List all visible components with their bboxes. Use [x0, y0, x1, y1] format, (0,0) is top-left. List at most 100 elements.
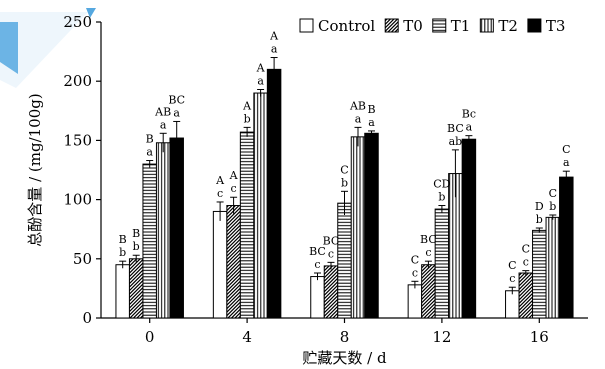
- legend-label-control: Control: [318, 17, 375, 35]
- lower-sig-label: a: [355, 112, 362, 125]
- bar-t0-day-8: [323, 265, 339, 319]
- bar-t3-day-12: [461, 138, 477, 319]
- upper-sig-label: A: [215, 174, 225, 187]
- lower-sig-label: c: [328, 247, 334, 260]
- bar-t2-day-16: [545, 216, 561, 319]
- lower-sig-label: c: [412, 266, 418, 279]
- legend-swatch-t3: [527, 18, 542, 33]
- legend-swatch-t2: [479, 18, 494, 33]
- lower-sig-label: b: [341, 176, 348, 189]
- legend: Control T0 T1 T2 T3: [299, 17, 566, 35]
- x-tick-label: 0: [145, 328, 155, 346]
- lower-sig-label: b: [536, 213, 543, 226]
- y-tick-label: 200: [63, 72, 92, 90]
- upper-sig-label: A: [256, 61, 266, 74]
- lower-sig-label: c: [425, 246, 431, 259]
- bar-t0-day-4: [226, 205, 241, 319]
- bar-t1-day-8: [337, 202, 352, 319]
- y-tick-label: 100: [63, 191, 92, 209]
- bar-control-day-4: [212, 210, 228, 319]
- bar-t1-day-16: [532, 229, 547, 319]
- lower-sig-label: b: [133, 240, 140, 253]
- upper-sig-label: B: [146, 133, 154, 146]
- legend-swatch-t1: [432, 18, 447, 33]
- bar-t2-day-8: [350, 136, 366, 319]
- lower-sig-label: a: [173, 106, 180, 119]
- legend-swatch-control: [299, 18, 314, 33]
- upper-sig-label: AB: [349, 99, 366, 112]
- upper-sig-label: D: [535, 200, 544, 213]
- bar-control-day-16: [505, 290, 520, 319]
- lower-sig-label: c: [217, 187, 223, 200]
- upper-sig-label: A: [242, 99, 252, 112]
- lower-sig-label: a: [466, 121, 473, 134]
- lower-sig-label: a: [160, 118, 167, 131]
- upper-sig-label: AB: [154, 105, 171, 118]
- x-tick-label: 4: [242, 328, 252, 346]
- x-tick-label: 8: [340, 328, 350, 346]
- lower-sig-label: a: [257, 74, 264, 87]
- bar-t0-day-0: [128, 258, 144, 319]
- bar-control-day-8: [310, 276, 325, 319]
- lower-sig-label: c: [314, 258, 320, 271]
- upper-sig-label: A: [269, 30, 279, 43]
- legend-label-t2: T2: [498, 17, 518, 35]
- upper-sig-label: C: [508, 259, 516, 272]
- bar-t1-day-12: [434, 208, 450, 319]
- lower-sig-label: b: [119, 246, 126, 259]
- upper-sig-label: BC: [447, 122, 464, 135]
- upper-sig-label: C: [340, 163, 348, 176]
- upper-sig-label: BC: [168, 93, 185, 106]
- lower-sig-label: b: [244, 112, 251, 125]
- x-tick-label: 12: [432, 328, 451, 346]
- upper-sig-label: CD: [433, 178, 450, 191]
- lower-sig-label: a: [146, 146, 153, 159]
- upper-sig-label: C: [549, 187, 557, 200]
- upper-sig-label: BC: [420, 233, 437, 246]
- bar-t3-day-4: [266, 68, 282, 319]
- bar-control-day-0: [115, 264, 130, 319]
- upper-sig-label: C: [562, 143, 570, 156]
- bar-t2-day-0: [155, 142, 171, 319]
- bar-control-day-12: [407, 284, 423, 319]
- upper-sig-label: B: [119, 233, 127, 246]
- bar-t3-day-16: [559, 176, 574, 319]
- lower-sig-label: b: [549, 200, 556, 213]
- y-tick-label: 50: [73, 250, 92, 268]
- upper-sig-label: BC: [309, 245, 326, 258]
- upper-sig-label: B: [132, 227, 140, 240]
- upper-sig-label: C: [411, 253, 419, 266]
- bar-t2-day-4: [253, 92, 268, 319]
- lower-sig-label: c: [231, 182, 237, 195]
- error-bars: [119, 57, 570, 295]
- x-axis-label: 贮藏天数 / d: [302, 349, 387, 367]
- lower-sig-label: c: [509, 272, 515, 285]
- legend-label-t3: T3: [546, 17, 566, 35]
- y-tick-label: 0: [82, 309, 92, 327]
- upper-sig-label: C: [522, 243, 530, 256]
- bar-t1-day-4: [239, 131, 255, 319]
- x-tick-label: 16: [530, 328, 549, 346]
- lower-sig-label: b: [438, 191, 445, 204]
- y-tick-label: 150: [63, 131, 92, 149]
- y-axis-label: 总酚含量 / (mg/100g): [26, 93, 44, 246]
- bar-t0-day-16: [518, 272, 534, 319]
- y-tick-label: 250: [63, 13, 92, 31]
- upper-sig-label: BC: [323, 234, 340, 247]
- legend-swatch-t0: [384, 18, 399, 33]
- bar-t1-day-0: [142, 163, 157, 319]
- lower-sig-label: ab: [449, 135, 463, 148]
- upper-sig-label: B: [367, 103, 375, 116]
- lower-sig-label: a: [271, 43, 278, 56]
- lower-sig-label: a: [368, 116, 375, 129]
- bar-t3-day-0: [169, 137, 184, 319]
- significance-labels: bBcAcBCcCcCbBcAcBCcBCcCaBbAbCbCDbDaABaAa…: [119, 30, 571, 286]
- upper-sig-label: A: [229, 169, 239, 182]
- legend-label-t0: T0: [403, 17, 423, 35]
- lower-sig-label: c: [523, 256, 529, 269]
- bar-t3-day-8: [364, 132, 379, 319]
- bar-t0-day-12: [421, 264, 436, 319]
- upper-sig-label: Bc: [462, 108, 476, 121]
- legend-label-t1: T1: [451, 17, 471, 35]
